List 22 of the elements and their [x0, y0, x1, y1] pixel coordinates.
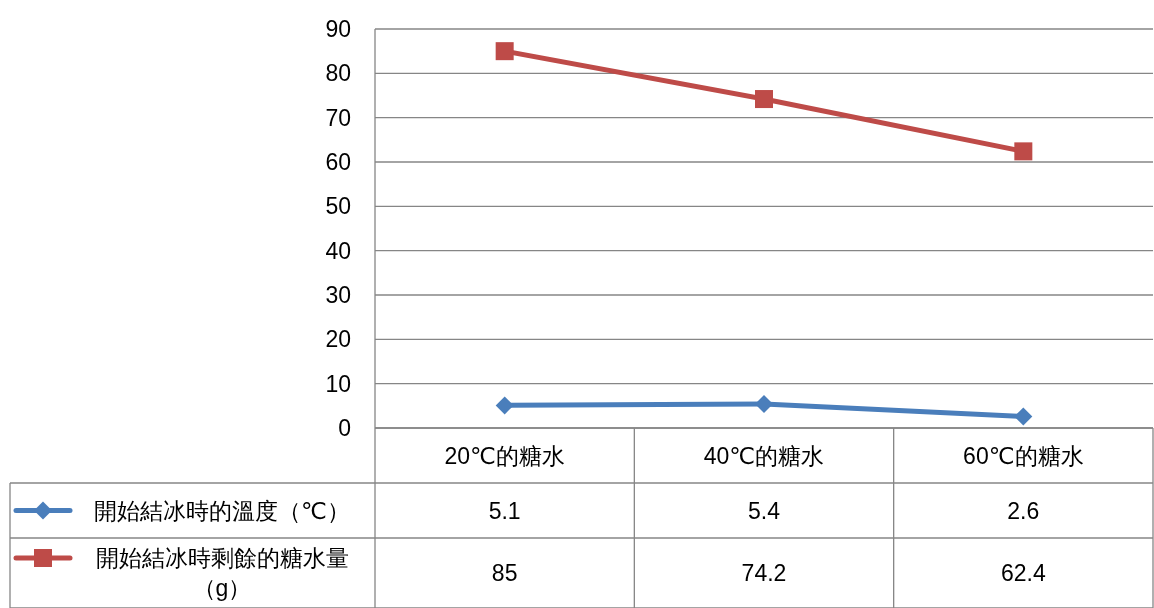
x-tick: 60℃的糖水: [963, 442, 1084, 469]
data-label: 62.4: [1000, 560, 1046, 586]
y-tick: 10: [325, 370, 351, 397]
data-label: 2.6: [1007, 497, 1040, 524]
y-tick: 70: [325, 104, 351, 131]
y-tick: 60: [325, 149, 351, 175]
legend-label: 開始結冰時剩餘的糖水量: [95, 545, 349, 571]
data-label: 85: [491, 560, 518, 586]
data-label: 5.4: [748, 497, 780, 524]
data-label: 74.2: [741, 560, 787, 586]
legend-label: （g）: [192, 575, 252, 601]
y-tick: 20: [325, 326, 351, 353]
legend-label: 開始結冰時的溫度（℃）: [94, 497, 350, 524]
data-label: 5.1: [488, 497, 521, 524]
y-tick: 80: [325, 60, 351, 87]
x-tick: 40℃的糖水: [703, 442, 825, 469]
y-tick: 0: [338, 415, 351, 441]
x-tick: 20℃的糖水: [444, 442, 565, 469]
y-tick: 40: [325, 237, 351, 264]
y-tick: 90: [325, 16, 351, 42]
y-tick: 50: [325, 193, 351, 220]
y-tick: 30: [325, 282, 351, 308]
